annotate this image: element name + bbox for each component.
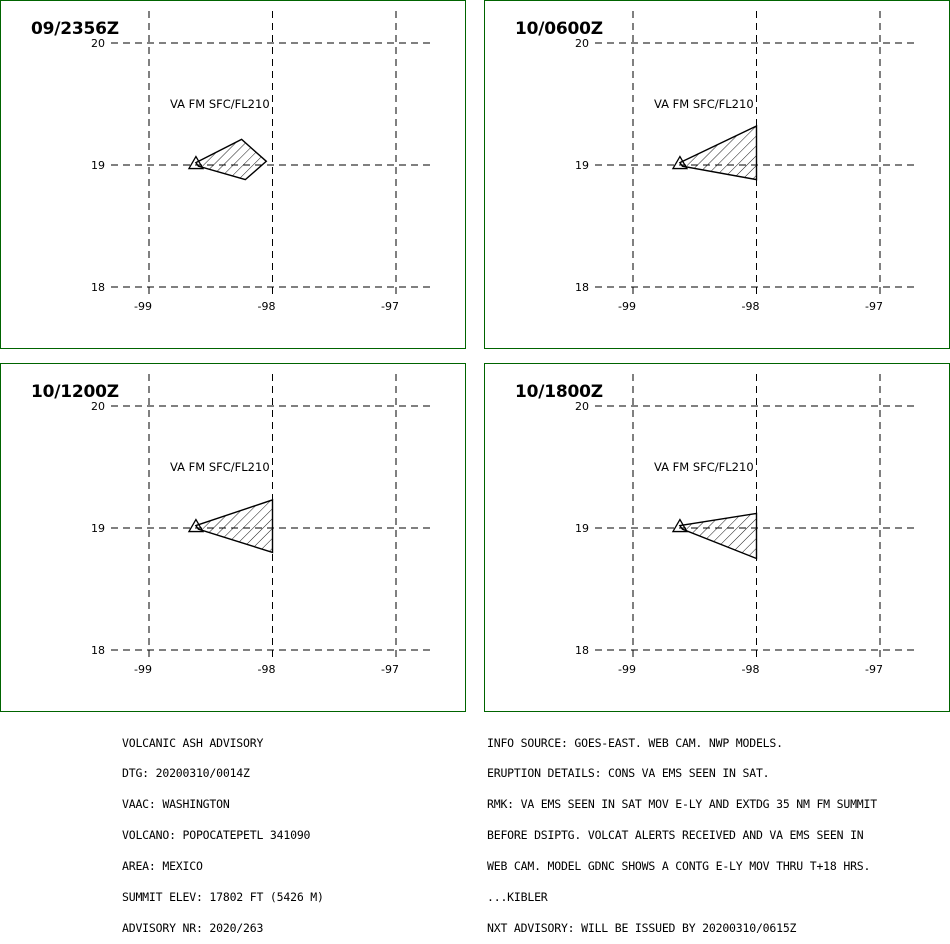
latitude-label: 20 [91, 37, 105, 50]
advisory-title: VOLCANIC ASH ADVISORY [122, 735, 264, 750]
forecast-time-label: 10/1800Z [515, 382, 603, 402]
longitude-label: -99 [134, 300, 152, 313]
ash-layer-label: VA FM SFC/FL210 [654, 460, 754, 474]
latitude-label: 20 [91, 400, 105, 413]
latitude-label: 19 [91, 159, 105, 172]
volcano-line: VOLCANO: POPOCATEPETL 341090 [122, 828, 311, 843]
ash-layer-label: VA FM SFC/FL210 [170, 460, 270, 474]
latitude-label: 19 [575, 159, 589, 172]
volcano-triangle-icon [187, 518, 205, 533]
panel-t0: 20 19 18 -99 -98 -97 09/2356Z VA FM SFC/FL210 [0, 0, 466, 349]
latitude-label: 18 [575, 281, 589, 294]
eruption-details-line: ERUPTION DETAILS: CONS VA EMS SEEN IN SA… [487, 766, 770, 781]
volcano-triangle-icon [671, 518, 689, 533]
advisory-remarks-block: INFO SOURCE: GOES-EAST. WEB CAM. NWP MOD… [487, 717, 877, 944]
panel-t12: 20 19 18 -99 -98 -97 10/1200Z VA FM SFC/FL210 [0, 363, 466, 712]
map-canvas: 20 19 18 -99 -98 -97 [575, 11, 915, 313]
map-canvas: 20 19 18 -99 -98 -97 [575, 374, 915, 676]
ash-cloud-polygon [194, 138, 268, 181]
volcano-triangle-icon [187, 155, 205, 170]
remarks-line-3: WEB CAM. MODEL GDNC SHOWS A CONTG E-LY M… [487, 859, 871, 874]
latitude-label: 18 [91, 644, 105, 657]
longitude-label: -98 [258, 300, 276, 313]
forecaster-line: ...KIBLER [487, 890, 548, 905]
latitude-label: 20 [575, 37, 589, 50]
dtg-line: DTG: 20200310/0014Z [122, 766, 250, 781]
longitude-label: -98 [742, 300, 760, 313]
longitude-label: -99 [618, 663, 636, 676]
vaac-line: VAAC: WASHINGTON [122, 797, 230, 812]
summit-elev-line: SUMMIT ELEV: 17802 FT (5426 M) [122, 890, 324, 905]
forecast-time-label: 10/0600Z [515, 19, 603, 39]
ash-cloud-polygon [678, 512, 758, 560]
latitude-label: 20 [575, 400, 589, 413]
ash-cloud-polygon [678, 124, 758, 181]
longitude-label: -97 [381, 300, 399, 313]
longitude-label: -97 [865, 300, 883, 313]
latitude-label: 18 [575, 644, 589, 657]
info-source-line: INFO SOURCE: GOES-EAST. WEB CAM. NWP MOD… [487, 735, 783, 750]
advisory-header-block: VOLCANIC ASH ADVISORY DTG: 20200310/0014… [122, 717, 324, 944]
map-canvas: 20 19 18 -99 -98 -97 [91, 374, 431, 676]
advisory-number-line: ADVISORY NR: 2020/263 [122, 920, 264, 935]
panel-t6: 20 19 18 -99 -98 -97 10/0600Z VA FM SFC/FL210 [484, 0, 950, 349]
longitude-label: -97 [381, 663, 399, 676]
volcano-triangle-icon [671, 155, 689, 170]
next-advisory-line: NXT ADVISORY: WILL BE ISSUED BY 20200310… [487, 920, 797, 935]
latitude-label: 19 [91, 522, 105, 535]
remarks-line-1: RMK: VA EMS SEEN IN SAT MOV E-LY AND EXT… [487, 797, 877, 812]
longitude-label: -99 [134, 663, 152, 676]
ash-layer-label: VA FM SFC/FL210 [170, 97, 270, 111]
forecast-time-label: 09/2356Z [31, 19, 119, 39]
latitude-label: 18 [91, 281, 105, 294]
longitude-label: -98 [742, 663, 760, 676]
longitude-label: -98 [258, 663, 276, 676]
ash-layer-label: VA FM SFC/FL210 [654, 97, 754, 111]
ash-cloud-polygon [194, 498, 274, 554]
map-canvas: 20 19 18 -99 -98 -97 [91, 11, 431, 313]
area-line: AREA: MEXICO [122, 859, 203, 874]
remarks-line-2: BEFORE DSIPTG. VOLCAT ALERTS RECEIVED AN… [487, 828, 864, 843]
latitude-label: 19 [575, 522, 589, 535]
longitude-label: -99 [618, 300, 636, 313]
forecast-time-label: 10/1200Z [31, 382, 119, 402]
longitude-label: -97 [865, 663, 883, 676]
panel-t18: 20 19 18 -99 -98 -97 10/1800Z VA FM SFC/FL210 [484, 363, 950, 712]
